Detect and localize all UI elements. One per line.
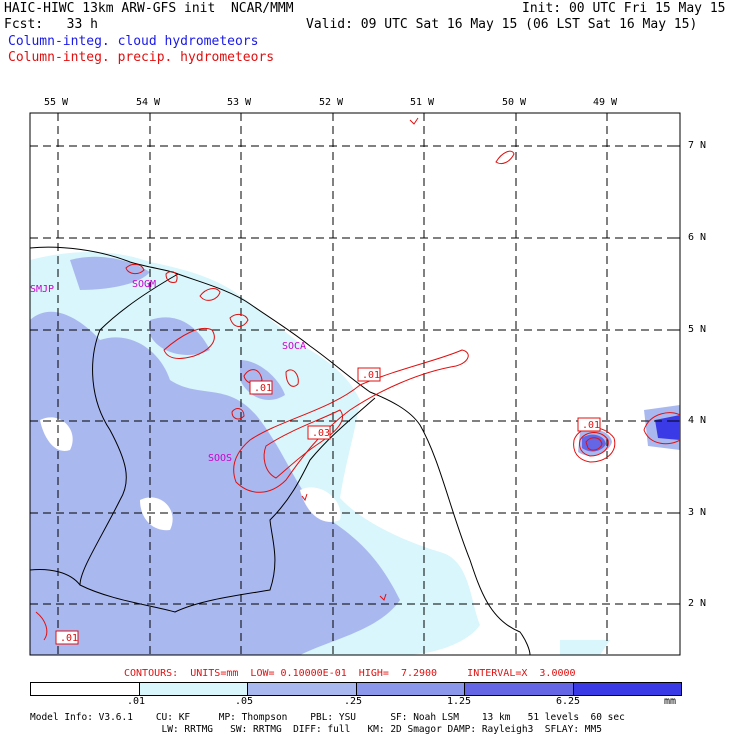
lat-label: 7 N bbox=[688, 140, 707, 151]
colorbar-unit: mm bbox=[664, 696, 677, 707]
lat-label: 3 N bbox=[688, 507, 707, 518]
contour-label: .03 bbox=[312, 428, 331, 439]
colorbar-tick: .25 bbox=[344, 696, 363, 707]
lon-label: 55 W bbox=[44, 97, 69, 108]
lat-label: 4 N bbox=[688, 415, 707, 426]
colorbar-bin bbox=[356, 683, 465, 695]
lon-label: 50 W bbox=[502, 97, 527, 108]
latlon-grid bbox=[30, 113, 680, 655]
colorbar-bin bbox=[139, 683, 248, 695]
colorbar-bin bbox=[31, 683, 140, 695]
contour-label: .01 bbox=[582, 420, 601, 431]
lon-label: 49 W bbox=[593, 97, 618, 108]
colorbar-bin bbox=[465, 683, 574, 695]
colorbar-bin bbox=[573, 683, 681, 695]
colorbar-tick: 1.25 bbox=[447, 696, 472, 707]
colorbar-bin bbox=[248, 683, 357, 695]
contour-label-boxes bbox=[55, 367, 601, 645]
precip-field-label: Column-integ. precip. hydrometeors bbox=[8, 50, 275, 65]
contour-label: .01 bbox=[362, 370, 381, 381]
plot-title: HAIC-HIWC 13km ARW-GFS init NCAR/MMM bbox=[4, 1, 294, 16]
colorbar bbox=[30, 682, 682, 696]
lon-label: 51 W bbox=[410, 97, 435, 108]
contour-info: CONTOURS: UNITS=mm LOW= 0.10000E-01 HIGH… bbox=[124, 668, 576, 679]
map-frame bbox=[29, 112, 681, 656]
model-info-line1: Model Info: V3.6.1 CU: KF MP: Thompson P… bbox=[30, 712, 625, 723]
lon-label: 53 W bbox=[227, 97, 252, 108]
lon-label: 54 W bbox=[136, 97, 161, 108]
station-label: SMJP bbox=[30, 284, 55, 295]
station-label: SOCA bbox=[282, 341, 307, 352]
colorbar-tick: .05 bbox=[235, 696, 254, 707]
lat-label: 5 N bbox=[688, 324, 707, 335]
colorbar-tick: 6.25 bbox=[556, 696, 581, 707]
model-info-line2: LW: RRTMG SW: RRTMG DIFF: full KM: 2D Sm… bbox=[30, 724, 602, 735]
colorbar-tick: .01 bbox=[127, 696, 146, 707]
cloud-field-label: Column-integ. cloud hydrometeors bbox=[8, 34, 259, 49]
station-label: SOOS bbox=[208, 453, 233, 464]
init-time: Init: 00 UTC Fri 15 May 15 bbox=[522, 1, 726, 16]
lon-label: 52 W bbox=[319, 97, 344, 108]
valid-time: Valid: 09 UTC Sat 16 May 15 (06 LST Sat … bbox=[306, 17, 698, 32]
lat-label: 2 N bbox=[688, 598, 707, 609]
contour-label: .01 bbox=[254, 383, 273, 394]
lat-label: 6 N bbox=[688, 232, 707, 243]
contour-label: .01 bbox=[60, 633, 79, 644]
station-label: SOGM bbox=[132, 279, 157, 290]
axis-ticks bbox=[57, 113, 680, 605]
cloud-shading bbox=[30, 252, 680, 655]
forecast-hour: Fcst: 33 h bbox=[4, 17, 98, 32]
coastline bbox=[30, 246, 531, 655]
